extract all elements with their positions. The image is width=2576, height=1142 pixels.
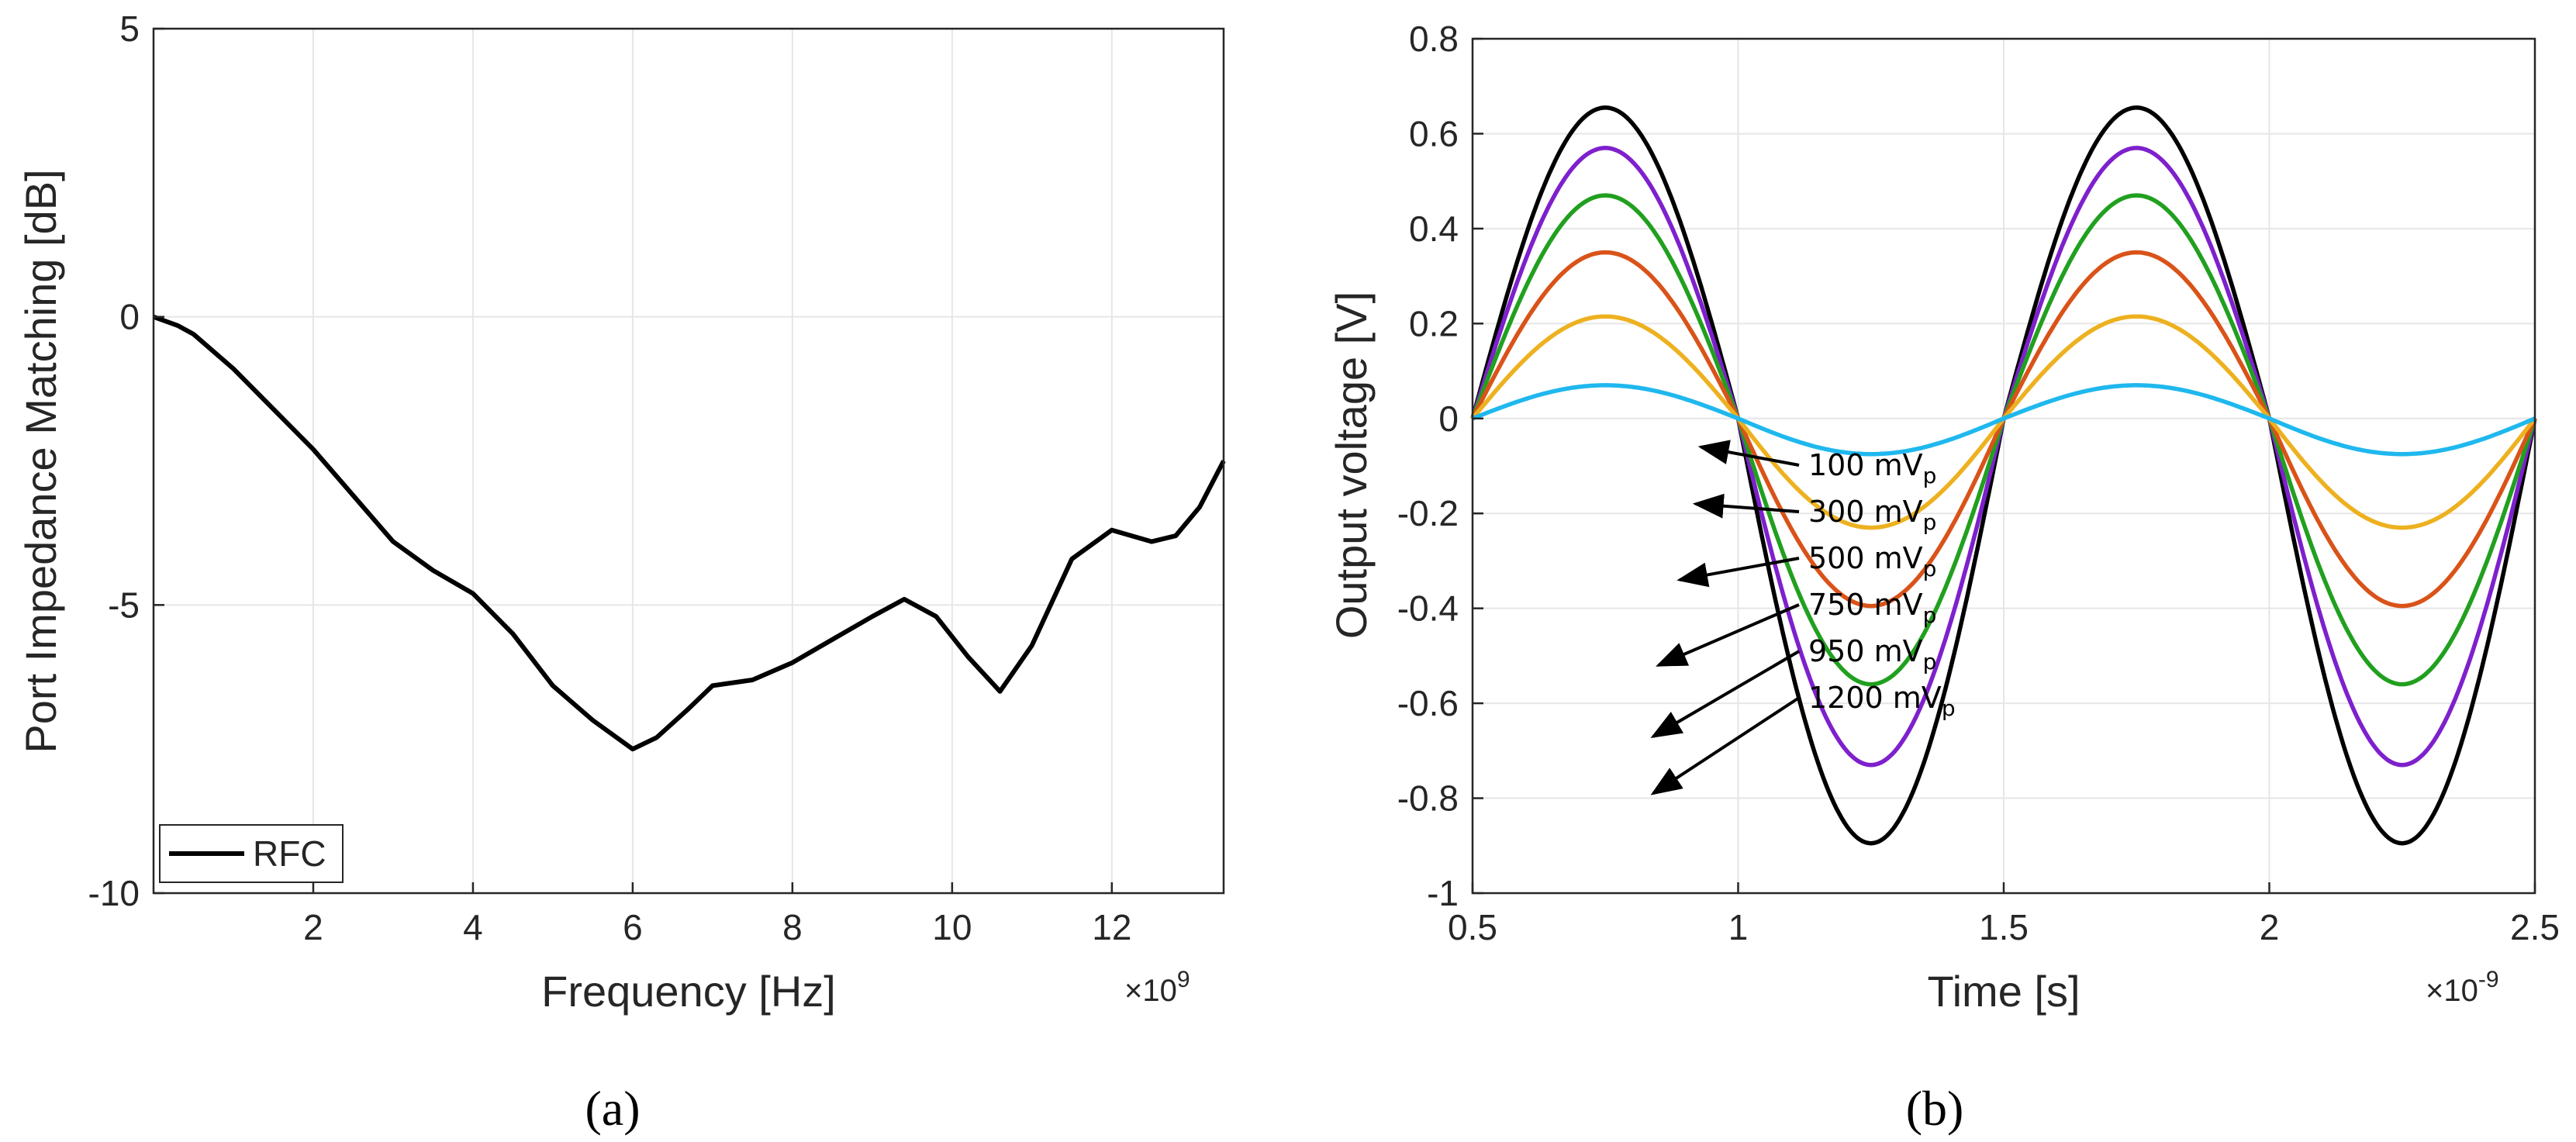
b-series-group [1470,105,2537,846]
b-y-tick-label: 0.2 [1409,303,1459,343]
a-series-line-rfc [152,314,1226,752]
panel-b: 100 mVp 300 mVp 500 mVp 750 mVp 950 mVp 1200 … [1327,19,2560,1016]
b-x-tick-label: 1 [1728,907,1749,947]
b-y-tick-label: -1 [1427,873,1459,913]
a-x-tick-label: 2 [303,907,323,947]
b-x-axis-label: Time [s] [1927,967,2080,1016]
a-x-tick-label: 8 [782,907,803,947]
b-x-tick-label: 0.5 [1448,907,1497,947]
a-y-tick-label: -10 [88,873,140,913]
b-gridlines [1472,38,2536,894]
a-x-multiplier-base: ×10 [1124,974,1177,1008]
b-annotation-label: 100 mVp [1808,448,1936,488]
b-y-tick-label: -0.4 [1397,588,1459,629]
panel-a: 2 4 6 8 10 12 -10 -5 0 5 Frequency [Hz] Port Impe… [16,9,1226,1016]
b-y-tick-label: -0.2 [1397,493,1459,533]
b-y-axis-label: Output voltage [V] [1327,292,1376,639]
b-annotation-arrow [1692,493,1800,519]
panel-a-caption: (a) [585,1081,640,1136]
a-y-tick-label: 0 [119,297,140,337]
a-x-tick-label: 4 [463,907,483,947]
a-x-multiplier-exp: 9 [1177,967,1190,992]
b-y-tick-label: -0.6 [1397,683,1459,723]
a-y-axis-label: Port Impedance Matching [dB] [16,169,65,753]
b-x-tick-label: 2.5 [2510,907,2560,947]
b-x-tick-label: 2 [2260,907,2280,947]
b-y-tick-label: 0.4 [1409,209,1459,249]
b-annotation-arrow [1697,440,1800,467]
a-gridlines [154,28,1224,894]
b-series-line [1471,383,2536,457]
b-annotation-label: 750 mVp [1808,588,1936,628]
a-legend: RFC [159,824,344,883]
a-axes-frame [152,27,1225,895]
a-tick-labels: 2 4 6 8 10 12 -10 -5 0 5 [88,9,1132,947]
b-annotation-label: 300 mVp [1808,495,1936,535]
b-annotation-label: 950 mVp [1808,634,1936,675]
b-annotation-arrow [1656,603,1800,667]
b-annotation-arrows: 100 mVp 300 mVp 500 mVp 750 mVp 950 mVp 1200 … [1650,440,1956,795]
b-annotation-arrow [1650,650,1801,738]
b-x-multiplier-base: ×10 [2426,974,2478,1008]
b-x-tick-label: 1.5 [1979,907,2029,947]
a-x-multiplier: ×109 [1124,967,1190,1008]
a-y-tick-label: 5 [119,9,140,49]
a-series-group [152,314,1226,752]
b-annotation-arrow [1650,696,1801,795]
a-y-tick-label: -5 [108,585,140,625]
b-y-tick-label: -0.8 [1397,778,1459,819]
b-annotation-label: 500 mVp [1808,541,1936,581]
b-y-tick-label: 0.6 [1409,113,1459,154]
a-x-tick-label: 10 [932,907,972,947]
panel-b-caption: (b) [1906,1081,1964,1136]
b-y-tick-label: 0 [1438,398,1459,439]
b-annotation-arrow [1676,557,1800,588]
b-x-multiplier: ×10-9 [2426,967,2499,1008]
b-annotation-label: 1200 mVp [1808,681,1956,721]
b-y-tick-label: 0.8 [1409,19,1459,59]
a-legend-label: RFC [253,833,326,874]
a-x-axis-label: Frequency [Hz] [541,967,836,1016]
a-x-tick-label: 12 [1092,907,1131,947]
b-x-multiplier-exp: -9 [2478,967,2499,992]
b-tick-labels: 0.5 1 1.5 2 2.5 -1 -0.8 -0.6 -0.4 -0.2 0 0.2 0.4 0.6 0… [1397,19,2560,947]
a-x-tick-label: 6 [623,907,643,947]
